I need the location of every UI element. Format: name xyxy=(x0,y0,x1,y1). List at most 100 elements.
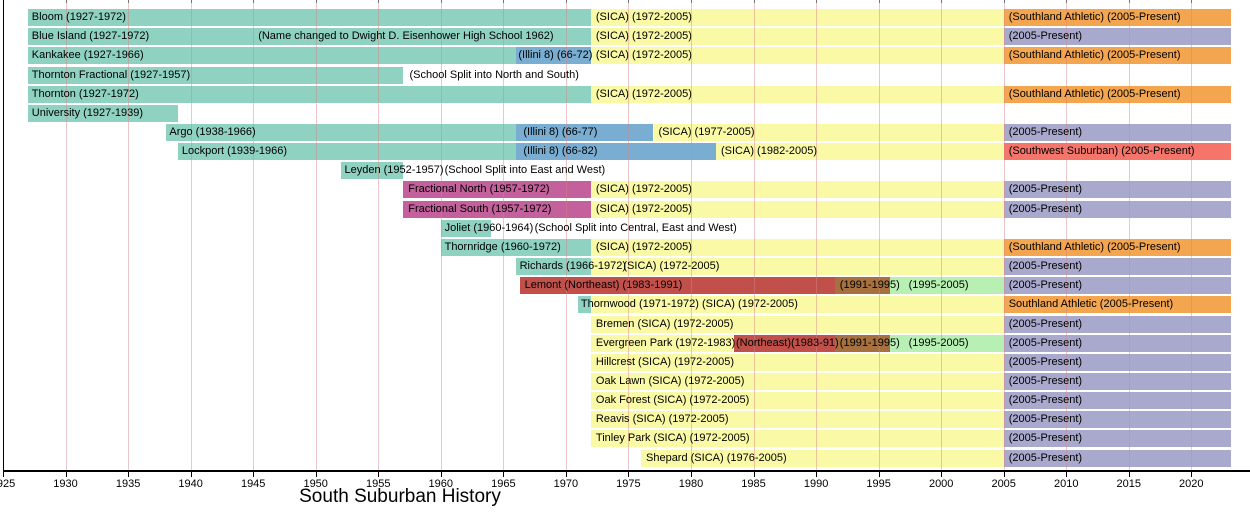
gridline xyxy=(878,0,880,470)
axis-tick xyxy=(253,472,255,477)
axis-tick-label: 1935 xyxy=(115,478,141,490)
bar-label: (Illini 8) (66-82) xyxy=(523,145,598,158)
bar-label: Thornridge (1960-1972) xyxy=(444,240,561,253)
timeline-bar-segment xyxy=(716,143,1004,161)
timeline-bar-segment xyxy=(28,66,404,84)
bar-label: (2005-Present) xyxy=(1008,30,1083,43)
axis-tick xyxy=(440,472,442,477)
axis-tick xyxy=(378,472,380,477)
bar-label: (SICA) (1982-2005) xyxy=(721,145,817,158)
bar-label: (Southwest Suburban) (2005-Present) xyxy=(1008,145,1195,158)
timeline-row: Shepard (SICA) (1976-2005) (2005-Present) xyxy=(3,449,1231,467)
timeline-bar-segment xyxy=(834,334,890,352)
bar-label: Southland Athletic (2005-Present) xyxy=(1008,298,1174,311)
timeline-row: University (1927-1939) xyxy=(3,104,1231,122)
timeline-bar-segment xyxy=(590,296,1004,314)
timeline-bar-segment xyxy=(1003,200,1231,218)
timeline-bar-segment xyxy=(440,238,591,256)
bar-label: Lemont (Northeast) (1983-1991) xyxy=(524,279,683,292)
timeline-bar-segment xyxy=(28,85,591,103)
bar-label: (School Split into Central, East and Wes… xyxy=(534,221,737,234)
gridline xyxy=(1191,0,1193,470)
axis-tick xyxy=(628,472,630,477)
bar-label: Bloom (1927-1972) xyxy=(31,11,126,23)
timeline-bar-segment xyxy=(590,200,1004,218)
axis-tick-label: 1960 xyxy=(428,478,454,490)
bar-label: Reavis (SICA) (1972-2005) xyxy=(595,413,729,426)
timeline-bar-segment xyxy=(653,123,1004,141)
top-tick xyxy=(565,0,567,3)
bar-label: (SICA) (1972-2005) xyxy=(595,183,692,196)
top-tick xyxy=(1191,0,1193,3)
axis-tick xyxy=(941,472,943,477)
axis-tick xyxy=(753,472,755,477)
timeline-bar-segment xyxy=(1003,181,1231,199)
timeline-row: Oak Lawn (SICA) (1972-2005) (2005-Present… xyxy=(3,372,1231,390)
top-tick xyxy=(315,0,317,3)
axis-tick xyxy=(190,472,192,477)
axis-tick-label: 1990 xyxy=(803,478,829,490)
timeline-bar-segment xyxy=(515,123,654,141)
timeline-bar-segment xyxy=(889,277,1004,295)
top-tick xyxy=(253,0,255,3)
bar-label: (2005-Present) xyxy=(1008,279,1083,292)
bar-label: (1995-2005) xyxy=(908,279,969,292)
bar-label: (2005-Present) xyxy=(1008,394,1083,407)
bar-label: Thornton Fractional (1927-1957) xyxy=(31,68,191,81)
timeline-row: Tinley Park (SICA) (1972-2005) (2005-Pres… xyxy=(3,430,1231,448)
timeline-bar-segment xyxy=(590,28,1004,46)
timeline-bar-segment xyxy=(515,143,716,161)
timeline-bar-segment xyxy=(1003,123,1231,141)
timeline-row: Thornridge (1960-1972) (SICA) (1972-2005)… xyxy=(3,238,1231,256)
bar-label: Bremen (SICA) (1972-2005) xyxy=(595,317,734,330)
bar-label: Kankakee (1927-1966) xyxy=(31,49,144,62)
gridline xyxy=(128,0,130,470)
axis-tick xyxy=(878,472,880,477)
timeline-row: Thornton (1927-1972) (SICA) (1972-2005) (S… xyxy=(3,85,1231,103)
gridline xyxy=(1066,0,1068,470)
axis-tick xyxy=(565,472,567,477)
bar-label: (SICA) (1972-2005) xyxy=(623,260,720,272)
timeline-bar-segment xyxy=(1003,238,1231,256)
bar-label: (Southland Athletic) (2005-Present) xyxy=(1008,87,1181,100)
axis-tick-label: 1975 xyxy=(616,478,641,490)
timeline-bar-segment xyxy=(590,9,1004,26)
timeline-row: Oak Forest (SICA) (1972-2005) (2005-Prese… xyxy=(3,392,1231,410)
bar-label: (2005-Present) xyxy=(1008,451,1083,464)
bar-label: (SICA) (1972-2005) xyxy=(595,30,692,43)
timeline-row: Bremen (SICA) (1972-2005) (2005-Present) xyxy=(3,315,1231,333)
timeline-bar-segment xyxy=(403,200,591,218)
bar-label: Oak Lawn (SICA) (1972-2005) xyxy=(595,374,745,387)
gridline xyxy=(753,0,755,470)
timeline-bar-segment xyxy=(1003,372,1231,390)
timeline-bar-segment xyxy=(1003,353,1231,371)
bar-label: Thornwood (1971-1972) (SICA) (1972-2005) xyxy=(580,298,798,311)
timeline-bar-segment xyxy=(578,296,591,314)
timeline-bar-segment xyxy=(590,181,1004,199)
y-axis-line xyxy=(3,0,4,471)
timeline-bar-segment xyxy=(834,277,890,295)
bar-label: (2005-Present) xyxy=(1008,125,1083,138)
timeline-bar-segment xyxy=(1003,449,1231,467)
top-tick xyxy=(1066,0,1068,3)
top-tick xyxy=(1128,0,1130,3)
top-tick xyxy=(816,0,818,3)
timeline-bar-segment xyxy=(590,238,1004,256)
timeline-row: Kankakee (1927-1966) (Illini 8) (66-72) (S… xyxy=(3,47,1231,65)
top-tick xyxy=(440,0,442,3)
axis-tick-label: 2015 xyxy=(1116,478,1142,490)
axis-tick-label: 1955 xyxy=(366,478,391,490)
bar-label: (SICA) (1972-2005) xyxy=(595,87,692,100)
timeline-bar-segment xyxy=(590,334,734,352)
top-tick xyxy=(65,0,67,3)
bar-label: (SICA) (1972-2005) xyxy=(595,202,692,215)
timeline-row: Leyden (1952-1957) (School Split into Eas… xyxy=(3,162,1231,180)
chart-title: South Suburban History xyxy=(299,486,501,507)
timeline-bar-segment xyxy=(590,315,1004,333)
timeline-bar-segment xyxy=(733,334,835,352)
top-tick xyxy=(1003,0,1005,3)
timeline-bar-segment xyxy=(28,104,179,122)
top-tick xyxy=(753,0,755,3)
axis-tick-label: 1965 xyxy=(491,478,516,490)
